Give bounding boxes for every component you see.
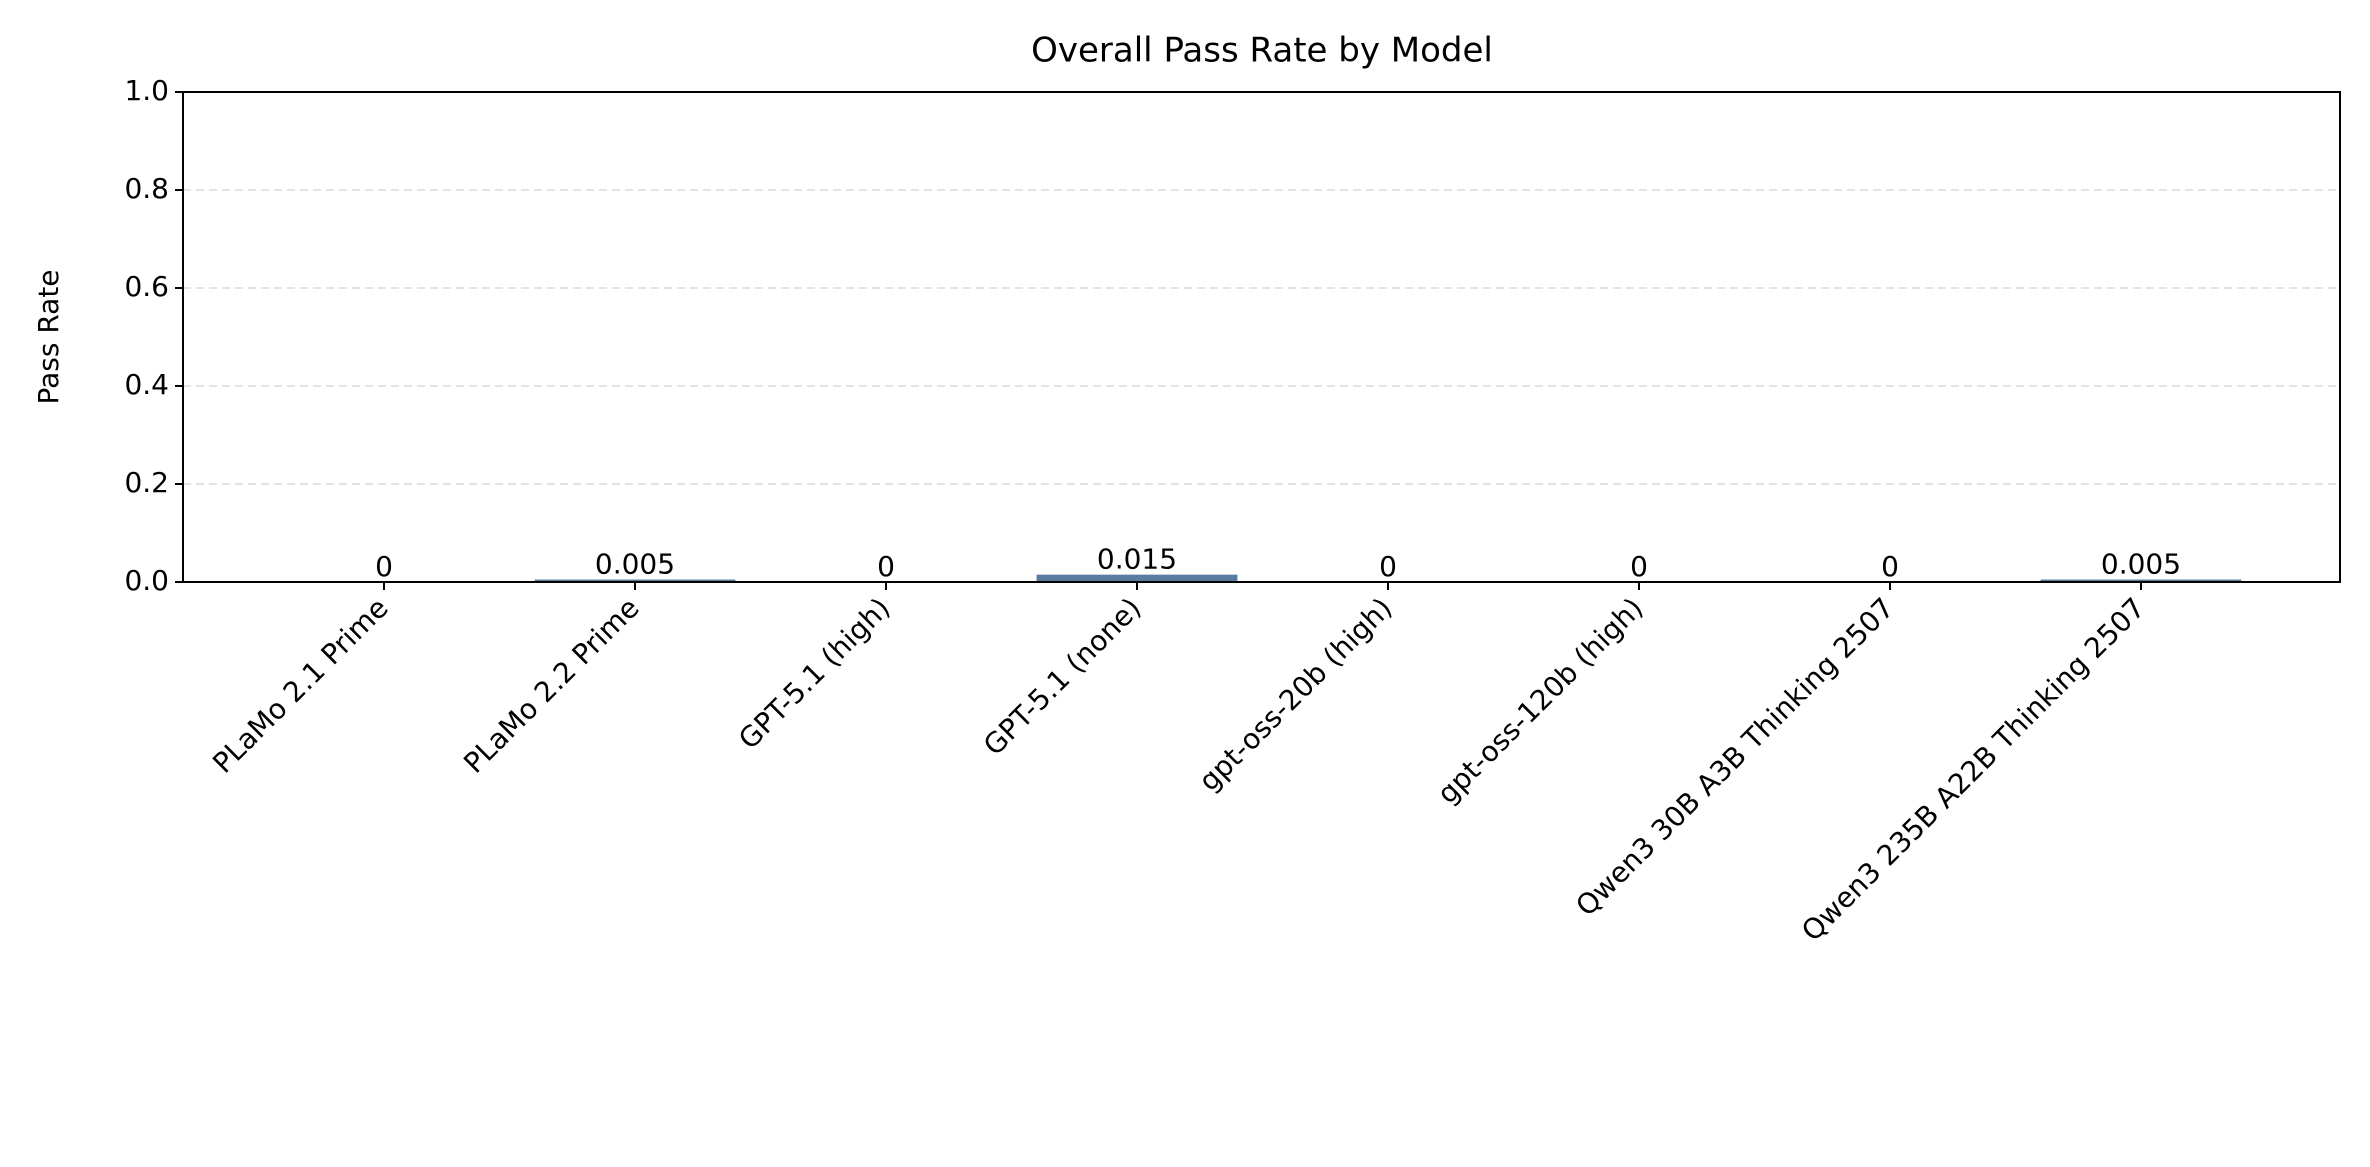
value-label: 0 [375, 550, 393, 583]
x-tick-label: PLaMo 2.1 Prime [206, 591, 394, 779]
bar [1036, 574, 1238, 582]
bar [534, 579, 736, 582]
y-tick-label: 0.6 [124, 270, 169, 303]
y-tick-label: 0.4 [124, 368, 169, 401]
x-tick-label: GPT-5.1 (high) [732, 591, 896, 755]
value-label: 0 [877, 550, 895, 583]
value-label: 0 [1379, 550, 1397, 583]
x-tick-label: gpt-oss-120b (high) [1431, 591, 1650, 810]
axes-frame [182, 91, 2341, 583]
chart-title: Overall Pass Rate by Model [1031, 31, 1493, 71]
x-tick-label: GPT-5.1 (none) [977, 591, 1148, 762]
y-axis-label: Pass Rate [32, 269, 65, 404]
y-tick-label: 0.2 [124, 466, 169, 499]
value-label: 0 [1630, 550, 1648, 583]
bar [2040, 579, 2242, 582]
value-label: 0.005 [595, 548, 675, 581]
value-label: 0 [1881, 550, 1899, 583]
y-tick-label: 1.0 [124, 74, 169, 107]
y-tick-label: 0.8 [124, 172, 169, 205]
value-label: 0.005 [2101, 548, 2181, 581]
x-tick-label: PLaMo 2.2 Prime [457, 591, 645, 779]
x-tick-label: gpt-oss-20b (high) [1192, 591, 1398, 797]
value-label: 0.015 [1097, 543, 1177, 576]
y-tick-label: 0.0 [124, 564, 169, 597]
